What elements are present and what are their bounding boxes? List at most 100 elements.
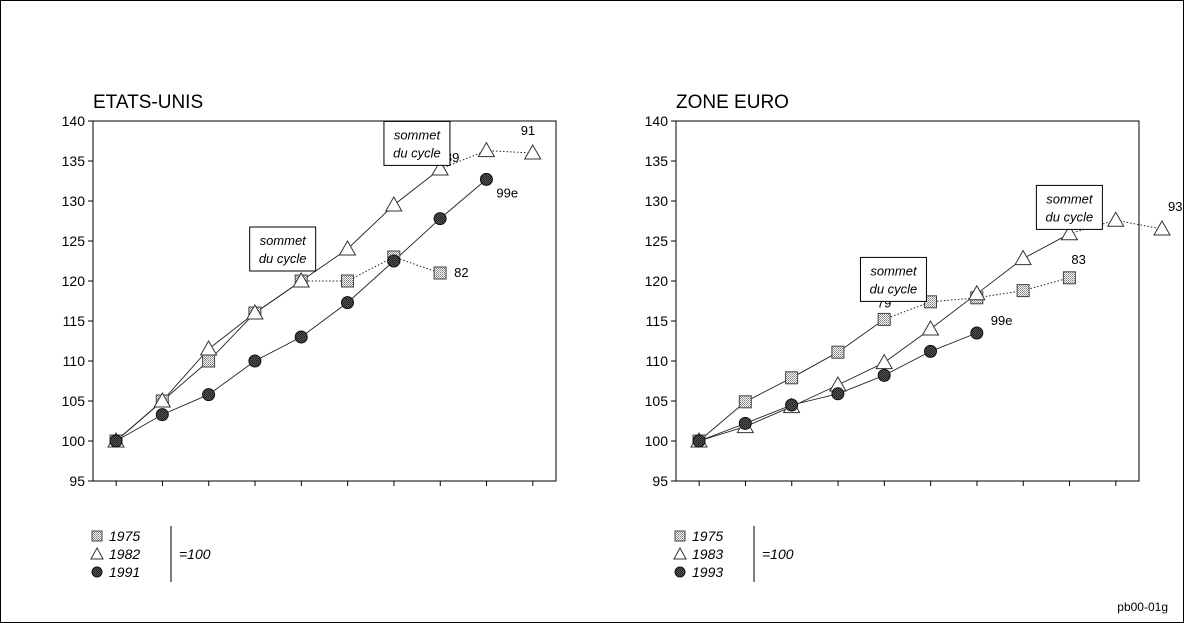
marker-1983 bbox=[875, 353, 894, 370]
marker-1975 bbox=[341, 274, 354, 288]
annotation-box: sommet du cycle bbox=[383, 120, 451, 166]
marker-1975 bbox=[877, 312, 891, 326]
marker-1991 bbox=[294, 330, 308, 344]
y-tick-label: 140 bbox=[62, 113, 86, 129]
y-tick-label: 115 bbox=[646, 313, 669, 329]
legend-base-label: =100 bbox=[762, 546, 794, 562]
marker-1975 bbox=[738, 395, 752, 409]
y-tick-label: 135 bbox=[645, 153, 669, 169]
figure-code: pb00-01g bbox=[1117, 600, 1168, 614]
series-line-dotted-1975 bbox=[301, 256, 441, 282]
legend-marker-triangle bbox=[673, 546, 687, 560]
legend-marker-square bbox=[91, 530, 103, 542]
marker-1982 bbox=[384, 195, 403, 212]
marker-1993 bbox=[924, 344, 937, 358]
plot-area bbox=[675, 120, 1140, 482]
marker-1991 bbox=[433, 212, 447, 226]
series-line-1982 bbox=[115, 168, 441, 442]
marker-1975 bbox=[433, 266, 447, 280]
y-tick-label: 135 bbox=[62, 153, 86, 169]
marker-1991 bbox=[248, 354, 262, 368]
marker-1993 bbox=[785, 398, 799, 412]
chart-title: ZONE EURO bbox=[676, 92, 789, 113]
end-label: 91 bbox=[521, 123, 535, 138]
y-tick-label: 100 bbox=[62, 433, 86, 449]
annotation-text: sommet bbox=[1046, 191, 1094, 206]
marker-1983 bbox=[1014, 249, 1032, 266]
legend-label: 1975 bbox=[109, 528, 140, 544]
y-tick-label: 140 bbox=[645, 113, 669, 129]
chart-etats-unis: ETATS-UNIS951001051101151201251301351407… bbox=[62, 92, 557, 582]
y-tick-label: 120 bbox=[62, 273, 86, 289]
end-label: 93 bbox=[1168, 199, 1182, 214]
end-label: 82 bbox=[454, 265, 468, 280]
marker-1982 bbox=[431, 159, 449, 176]
legend-label: 1983 bbox=[692, 546, 723, 562]
marker-1982 bbox=[199, 339, 218, 356]
y-tick-label: 110 bbox=[63, 353, 86, 369]
annotation-text: du cycle bbox=[870, 281, 918, 296]
marker-1982 bbox=[477, 141, 496, 158]
end-label: 99e bbox=[991, 313, 1013, 328]
y-tick-label: 95 bbox=[69, 473, 85, 489]
annotation-text: sommet bbox=[260, 233, 308, 248]
marker-1975 bbox=[785, 371, 799, 385]
marker-1991 bbox=[341, 296, 354, 310]
y-tick-label: 125 bbox=[645, 233, 669, 249]
legend: 1975 1982 1991 =100 bbox=[90, 526, 211, 582]
legend-label: 1975 bbox=[692, 528, 723, 544]
y-tick-label: 105 bbox=[62, 393, 86, 409]
marker-1983 bbox=[1106, 211, 1125, 227]
annotation-text: du cycle bbox=[259, 251, 307, 266]
legend-marker-circle bbox=[674, 566, 686, 578]
annotation-text: sommet bbox=[394, 127, 442, 142]
plot-area bbox=[92, 120, 557, 482]
marker-1991 bbox=[202, 388, 216, 402]
marker-1983 bbox=[1153, 219, 1171, 236]
legend-marker-circle bbox=[91, 566, 103, 578]
marker-1982 bbox=[292, 271, 311, 288]
legend-label: 1993 bbox=[692, 564, 723, 580]
end-label: 99e bbox=[496, 185, 518, 200]
marker-1991 bbox=[479, 172, 493, 186]
marker-1991 bbox=[387, 254, 401, 268]
marker-1993 bbox=[692, 434, 706, 448]
annotation-frame bbox=[1035, 184, 1103, 230]
annotation-text: du cycle bbox=[393, 145, 441, 160]
end-label: 83 bbox=[1071, 252, 1085, 267]
legend: 1975 1983 1993 =100 bbox=[673, 526, 794, 582]
legend-marker-triangle bbox=[90, 546, 104, 560]
legend-base-label: =100 bbox=[179, 546, 211, 562]
marker-1982 bbox=[523, 143, 542, 160]
marker-1983 bbox=[1060, 224, 1079, 241]
annotation-box: sommet du cycle bbox=[859, 256, 927, 302]
marker-1975 bbox=[202, 354, 216, 368]
chart-zone-euro: ZONE EURO9510010511011512012513013514079… bbox=[645, 92, 1182, 582]
annotation-frame bbox=[383, 120, 451, 166]
annotation-text: sommet bbox=[870, 263, 918, 278]
y-tick-label: 125 bbox=[62, 233, 86, 249]
marker-1975 bbox=[831, 345, 845, 359]
marker-1982 bbox=[153, 391, 172, 408]
marker-1991 bbox=[109, 434, 123, 448]
marker-1975 bbox=[1016, 284, 1030, 298]
annotation-text: du cycle bbox=[1046, 209, 1094, 224]
marker-1993 bbox=[877, 368, 891, 382]
marker-1982 bbox=[246, 303, 264, 320]
y-tick-label: 110 bbox=[646, 353, 669, 369]
series-line-dotted-1975 bbox=[884, 277, 1070, 320]
y-tick-label: 95 bbox=[652, 473, 668, 489]
annotation-box: sommet du cycle bbox=[1035, 184, 1103, 230]
marker-1993 bbox=[831, 387, 845, 401]
marker-1983 bbox=[967, 284, 986, 301]
legend-label: 1991 bbox=[109, 564, 140, 580]
marker-1982 bbox=[338, 239, 357, 256]
marker-1975 bbox=[1062, 271, 1076, 285]
y-tick-label: 130 bbox=[62, 193, 86, 209]
legend-label: 1982 bbox=[109, 546, 140, 562]
marker-1983 bbox=[921, 319, 940, 336]
marker-1993 bbox=[970, 326, 984, 340]
marker-1991 bbox=[155, 408, 169, 422]
y-tick-label: 100 bbox=[645, 433, 669, 449]
